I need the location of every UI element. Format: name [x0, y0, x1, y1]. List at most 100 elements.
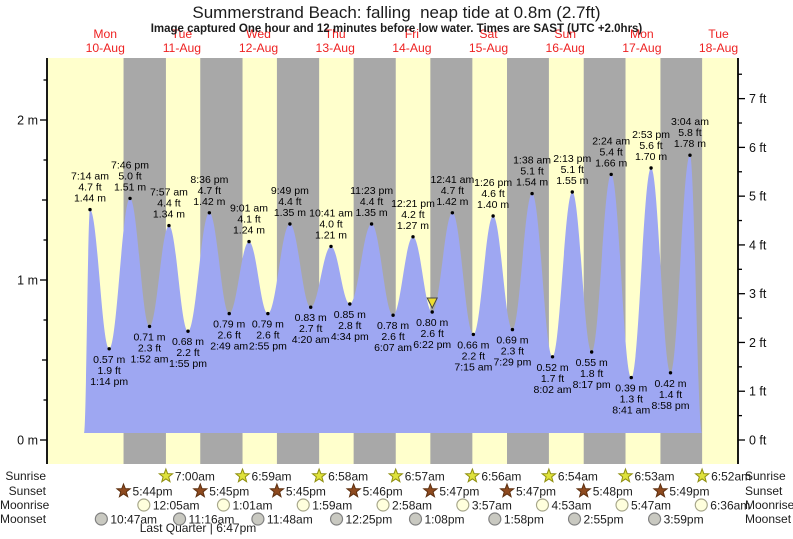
tide-event-label: 1.7 ft	[541, 373, 564, 385]
sunset-star-icon	[345, 482, 362, 498]
tide-event-label: 8:36 pm	[190, 174, 228, 186]
tide-event-label: 5.4 ft	[600, 146, 623, 158]
moonrise-icon	[296, 498, 310, 512]
tide-event-label: 2.2 ft	[176, 347, 199, 359]
sunset-time-label: 5:47pm	[516, 484, 556, 498]
day-date-label: 13-Aug	[316, 41, 355, 55]
tide-event-label: 1:38 am	[513, 155, 551, 167]
sunset-row-label-left: Sunset	[8, 484, 46, 498]
chart-subtitle: Image captured One hour and 12 minutes b…	[150, 23, 643, 35]
tide-event-label: 2.6 ft	[256, 330, 279, 342]
tide-event-label: 1.27 m	[397, 220, 429, 232]
tide-event-label: 4.1 ft	[237, 214, 260, 226]
tide-extreme-dot	[450, 211, 455, 215]
sunrise-time-label: 6:56am	[481, 469, 521, 483]
tide-event-label: 9:01 am	[230, 203, 268, 215]
tide-event-label: 4:34 pm	[331, 331, 369, 343]
moonset-icon	[567, 512, 582, 526]
tide-extreme-dot	[510, 327, 515, 332]
tide-event-label: 0.52 m	[536, 362, 568, 374]
tide-event-label: 1.4 ft	[659, 389, 682, 401]
day-name-label: Sat	[479, 27, 498, 41]
tide-event-label: 0.71 m	[133, 331, 165, 343]
tide-extreme-dot	[107, 347, 111, 351]
tide-event-label: 1:52 am	[131, 353, 169, 365]
tide-event-label: 4.7 ft	[441, 185, 464, 197]
tide-event-label: 1.40 m	[477, 199, 509, 211]
tide-event-label: 1.66 m	[595, 157, 627, 169]
tide-event-label: 12:41 am	[430, 174, 474, 186]
day-name-label: Mon	[630, 27, 654, 41]
tide-extreme-dot	[247, 239, 251, 244]
tide-extreme-dot	[589, 350, 594, 354]
sunset-time-label: 5:46pm	[363, 484, 403, 498]
sunrise-time-label: 6:54am	[558, 469, 598, 483]
sunset-star-icon	[575, 482, 592, 498]
moonrise-row-label-right: Moonrise	[745, 498, 793, 512]
tide-event-label: 0.79 m	[252, 319, 284, 331]
tide-event-label: 1.24 m	[233, 225, 265, 237]
tide-event-label: 1.51 m	[114, 181, 146, 193]
tide-event-label: 9:49 pm	[271, 185, 309, 197]
tide-event-label: 1.9 ft	[97, 365, 120, 377]
sunset-star-icon	[115, 482, 132, 498]
tide-event-label: 4.6 ft	[481, 188, 504, 200]
tide-event-label: 0.39 m	[615, 383, 647, 395]
tide-event-label: 1.21 m	[315, 229, 347, 241]
tide-event-label: 2.3 ft	[501, 346, 524, 358]
right-axis-label: 0 ft	[749, 434, 767, 448]
tide-extreme-dot	[609, 172, 613, 177]
moonrise-time-label: 1:01am	[232, 498, 272, 512]
sunrise-star-icon	[694, 467, 711, 483]
tide-extreme-dot	[430, 310, 434, 314]
sunset-star-icon	[192, 482, 209, 498]
tide-extreme-dot	[530, 191, 534, 196]
day-name-label: Tue	[172, 27, 193, 41]
tide-event-label: 4.4 ft	[278, 196, 301, 208]
day-date-label: 17-Aug	[622, 41, 661, 55]
tide-event-label: 8:17 pm	[573, 379, 611, 391]
moonset-icon	[408, 512, 423, 526]
tide-extreme-dot	[649, 166, 653, 170]
tide-extreme-dot	[688, 153, 692, 157]
left-axis-label: 0 m	[17, 434, 38, 448]
moonset-row-label-right: Moonset	[745, 512, 792, 526]
day-name-label: Wed	[246, 27, 271, 41]
tide-event-label: 1:14 pm	[90, 376, 128, 388]
tide-event-label: 0.78 m	[377, 320, 409, 332]
sunset-time-label: 5:45pm	[286, 484, 326, 498]
moonrise-time-label: 3:57am	[472, 498, 512, 512]
tide-event-label: 4.2 ft	[401, 209, 424, 221]
moonrise-icon	[694, 498, 708, 512]
tide-event-label: 2.6 ft	[218, 330, 241, 342]
right-axis-label: 6 ft	[749, 141, 767, 155]
moonset-row-label-left: Moonset	[0, 512, 47, 526]
tide-event-label: 0.83 m	[295, 312, 327, 324]
sunrise-time-label: 6:58am	[328, 469, 368, 483]
tide-event-label: 1.34 m	[153, 209, 185, 221]
tide-event-label: 7:46 pm	[111, 159, 149, 171]
tide-event-label: 2.3 ft	[138, 342, 161, 354]
tide-event-label: 1.70 m	[635, 151, 667, 163]
sunset-row-label-right: Sunset	[745, 484, 783, 498]
day-date-label: 14-Aug	[392, 41, 431, 55]
sunset-star-icon	[499, 482, 516, 498]
tide-event-label: 2.6 ft	[421, 328, 444, 340]
tide-event-label: 8:41 am	[612, 405, 650, 417]
tide-extreme-dot	[266, 311, 270, 316]
moonrise-icon	[535, 498, 550, 512]
moonset-time-label: 11:16am	[189, 512, 235, 526]
moonrise-time-label: 2:58am	[392, 498, 432, 512]
moonset-icon	[647, 512, 662, 526]
left-axis-label: 1 m	[17, 274, 38, 288]
sunset-time-label: 5:44pm	[133, 484, 173, 498]
tide-extreme-dot	[550, 355, 555, 359]
sunrise-time-label: 6:53am	[635, 469, 675, 483]
tide-event-label: 4.7 ft	[78, 182, 101, 194]
tide-event-label: 5.0 ft	[118, 170, 141, 182]
tide-extremes: 7:14 am4.7 ft1.44 m0.57 m1.9 ft1:14 pm7:…	[71, 116, 709, 416]
sunrise-time-label: 6:57am	[405, 469, 445, 483]
tide-event-label: 10:41 am	[309, 207, 353, 219]
tide-event-label: 0.69 m	[496, 335, 528, 347]
